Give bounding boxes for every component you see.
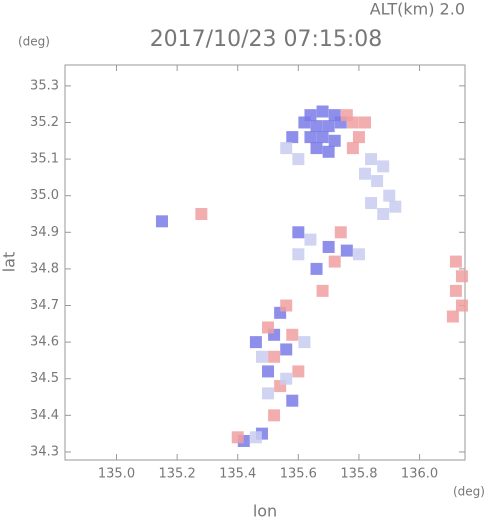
radar-cell (377, 207, 390, 220)
y-tick-label: 34.7 (30, 298, 59, 313)
radar-cell (449, 284, 462, 297)
radar-cell (377, 160, 390, 173)
radar-cell (316, 105, 329, 118)
radar-cell (292, 248, 305, 261)
x-tick-label: 135.2 (159, 467, 196, 482)
radar-cell (446, 310, 459, 323)
radar-cell (346, 142, 359, 155)
radar-cell (268, 350, 281, 363)
y-tick-label: 34.8 (30, 261, 59, 276)
radar-cell (195, 207, 208, 220)
radar-cell (359, 116, 371, 129)
y-axis-label: lat (0, 252, 19, 273)
y-unit: (deg) (18, 35, 50, 49)
radar-cell (352, 248, 365, 261)
y-tick-label: 35.0 (30, 188, 59, 203)
radar-cell (280, 142, 293, 155)
chart-title: 2017/10/23 07:15:08 (150, 27, 383, 52)
radar-cell (371, 175, 384, 188)
radar-cell (255, 350, 268, 363)
radar-cell (322, 240, 335, 253)
radar-cell (389, 200, 402, 213)
radar-cell (352, 131, 365, 144)
radar-cell (262, 365, 275, 378)
radar-cell (316, 131, 329, 144)
plot-frame (64, 64, 466, 461)
radar-cell (286, 394, 299, 407)
radar-cell (316, 284, 329, 297)
radar-cell (292, 153, 305, 166)
radar-cell (262, 321, 275, 334)
radar-cell (155, 215, 168, 228)
x-tick-label: 135.0 (98, 467, 135, 482)
radar-cell (383, 189, 396, 202)
radar-cell (328, 134, 341, 147)
x-unit: (deg) (453, 485, 485, 499)
radar-cell (249, 431, 262, 444)
y-tick-label: 34.6 (30, 335, 59, 350)
radar-cell (280, 372, 293, 385)
radar-cell (262, 387, 275, 400)
y-tick-label: 34.3 (30, 444, 59, 459)
y-tick-label: 34.9 (30, 225, 59, 240)
y-tick-label: 35.1 (30, 152, 59, 167)
radar-cell (322, 120, 335, 133)
radar-cell (286, 328, 299, 341)
x-tick-label: 135.6 (280, 467, 317, 482)
radar-cell (292, 365, 305, 378)
x-tick-label: 136.0 (401, 467, 438, 482)
radar-cell (328, 255, 341, 268)
radar-cell (340, 244, 353, 257)
radar-cell (359, 167, 371, 180)
radar-cell (322, 145, 335, 158)
radar-cell (310, 262, 323, 275)
radar-cell (286, 131, 299, 144)
radar-cell (304, 233, 317, 246)
radar-cell (280, 343, 293, 356)
radar-cell (310, 120, 323, 133)
radar-cell (365, 197, 378, 210)
radar-cell (298, 116, 311, 129)
radar-cell (455, 299, 468, 312)
radar-cell (231, 431, 244, 444)
subtitle: ALT(km) 2.0 (370, 0, 465, 19)
radar-cell (292, 226, 305, 239)
y-tick-label: 34.4 (30, 408, 59, 423)
x-tick-label: 135.4 (219, 467, 256, 482)
y-tick-label: 35.3 (30, 78, 59, 93)
radar-cell (249, 336, 262, 349)
y-tick-label: 35.2 (30, 115, 59, 130)
radar-cell (334, 226, 347, 239)
radar-cell (449, 255, 462, 268)
radar-cell (455, 270, 468, 283)
radar-cell (280, 299, 293, 312)
x-tick-label: 135.8 (340, 467, 377, 482)
radar-cell (304, 131, 317, 144)
radar-cell (298, 336, 311, 349)
y-tick-label: 34.5 (30, 371, 59, 386)
radar-cell (310, 142, 323, 155)
radar-cell (340, 109, 353, 122)
radar-cell (268, 409, 281, 422)
x-axis-label: lon (253, 502, 277, 521)
radar-cell (365, 153, 378, 166)
